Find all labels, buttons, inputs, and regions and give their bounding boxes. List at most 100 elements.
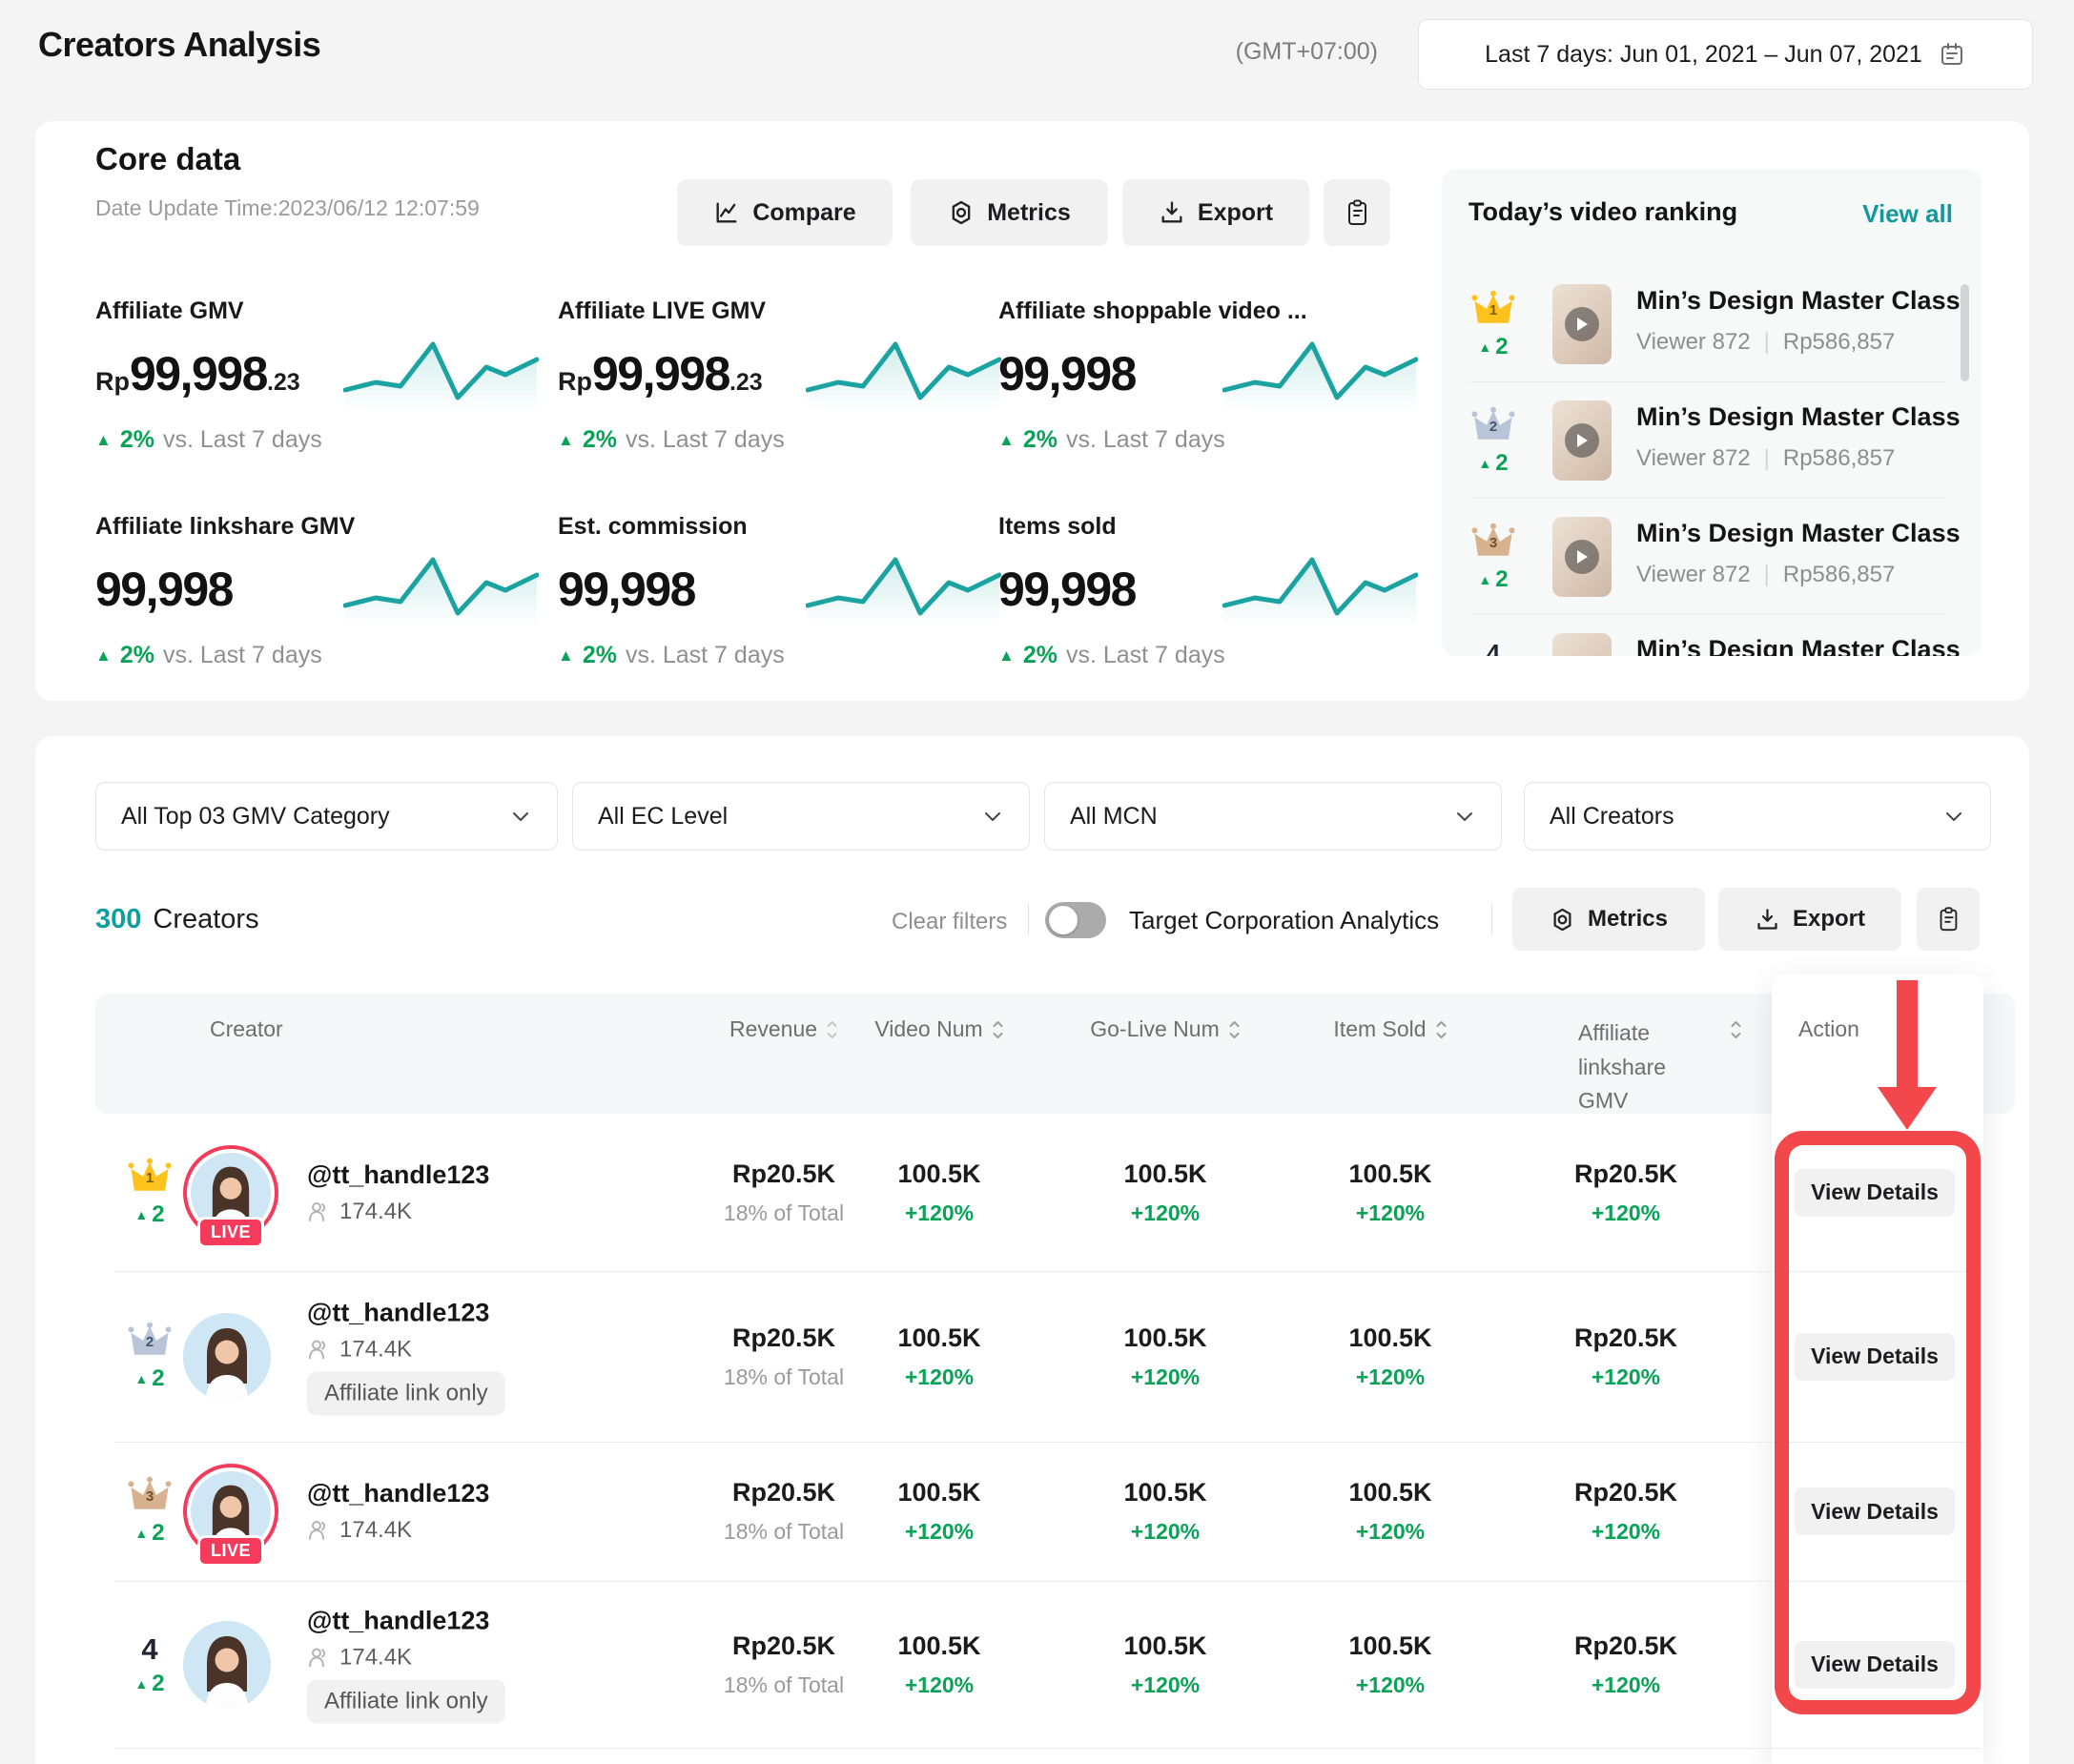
person-icon xyxy=(307,1519,330,1542)
sort-icon[interactable] xyxy=(1435,1019,1448,1040)
tile-value: 99,998 xyxy=(998,562,1136,617)
column-header-affiliate-gmv[interactable]: Affiliate linkshare GMV xyxy=(1578,1016,1755,1118)
column-header-item-sold[interactable]: Item Sold xyxy=(1295,1016,1486,1042)
up-triangle-icon: ▲ xyxy=(1478,339,1491,355)
divider xyxy=(1468,381,1945,382)
sort-icon[interactable] xyxy=(1730,1019,1742,1040)
metric-tile-shoppable-video: Affiliate shoppable video ... 99,998 ▲2%… xyxy=(998,297,1418,454)
metrics-button[interactable]: Metrics xyxy=(911,179,1108,246)
video-num-cell: 100.5K+120% xyxy=(844,1271,1035,1442)
scrollbar[interactable] xyxy=(1961,284,1969,381)
sparkline-chart xyxy=(343,335,539,413)
avatar[interactable] xyxy=(183,1313,271,1401)
follower-count: 174.4K xyxy=(339,1199,412,1225)
creator-info[interactable]: @tt_handle123 174.4K xyxy=(307,1160,489,1225)
video-viewers: Viewer 872 xyxy=(1636,562,1751,588)
metric-tile-est-commission: Est. commission 99,998 ▲2%vs. Last 7 day… xyxy=(558,513,1001,669)
rank-cell: 4 ▲2 xyxy=(110,1581,190,1748)
table-row[interactable]: 4 ▲2 @tt_handle123 174.4K Affiliate link… xyxy=(95,1581,2015,1748)
sort-icon[interactable] xyxy=(1228,1019,1241,1040)
date-range-picker[interactable]: Last 7 days: Jun 01, 2021 – Jun 07, 2021 xyxy=(1418,19,2033,90)
ranking-item[interactable]: 4 Min’s Design Master Class Viewer 872|R… xyxy=(1468,633,1964,656)
sort-icon[interactable] xyxy=(992,1019,1004,1040)
metric-tile-items-sold: Items sold 99,998 ▲2%vs. Last 7 days xyxy=(998,513,1418,669)
column-header-video-num[interactable]: Video Num xyxy=(844,1016,1035,1042)
rank-cell: 1 ▲2 xyxy=(110,1114,190,1271)
compare-button[interactable]: Compare xyxy=(677,179,893,246)
dropdown-gmv-category[interactable]: All Top 03 GMV Category xyxy=(95,782,558,851)
ranking-item[interactable]: 3 ▲2 Min’s Design Master Class Viewer 87… xyxy=(1468,517,1964,622)
copy-report-button[interactable] xyxy=(1324,179,1390,246)
rank-cell: 3 ▲2 xyxy=(110,1442,190,1581)
video-thumbnail[interactable] xyxy=(1552,517,1612,597)
dropdown-creators[interactable]: All Creators xyxy=(1524,782,1991,851)
video-revenue: Rp586,857 xyxy=(1783,329,1895,356)
video-ranking-panel: Today’s video ranking View all 1 ▲2 Min’… xyxy=(1442,169,1982,656)
table-row[interactable]: 2 ▲2 @tt_handle123 174.4K Affiliate link… xyxy=(95,1271,2015,1442)
target-analytics-toggle[interactable] xyxy=(1045,902,1106,938)
divider: | xyxy=(1764,329,1770,356)
table-export-button[interactable]: Export xyxy=(1718,888,1901,951)
table-metrics-button[interactable]: Metrics xyxy=(1512,888,1705,951)
play-icon xyxy=(1575,549,1589,564)
clipboard-icon xyxy=(1935,906,1961,933)
divider xyxy=(1028,904,1029,934)
creator-info[interactable]: @tt_handle123 174.4K Affiliate link only xyxy=(307,1298,505,1415)
rank-number: 1 xyxy=(1471,302,1515,318)
tile-value: 99,998 xyxy=(998,346,1136,401)
view-details-button[interactable]: View Details xyxy=(1795,1333,1955,1381)
tile-value: 99,998 xyxy=(130,346,267,401)
table-row[interactable]: 3 ▲2 LIVE @tt_handle123 174.4K Rp20.5K18… xyxy=(95,1442,2015,1581)
creator-info[interactable]: @tt_handle123 174.4K Affiliate link only xyxy=(307,1606,505,1723)
up-triangle-icon: ▲ xyxy=(95,646,112,666)
chevron-down-icon xyxy=(1942,805,1965,828)
dropdown-mcn[interactable]: All MCN xyxy=(1044,782,1502,851)
view-all-link[interactable]: View all xyxy=(1862,199,1953,229)
table-row[interactable]: 1 ▲2 LIVE @tt_handle123 174.4K Rp20.5K18… xyxy=(95,1114,2015,1271)
video-thumbnail[interactable] xyxy=(1552,400,1612,481)
creator-handle[interactable]: @tt_handle123 xyxy=(307,1298,505,1327)
tile-label: Affiliate LIVE GMV xyxy=(558,297,1001,325)
column-header-golive-num[interactable]: Go-Live Num xyxy=(1070,1016,1261,1042)
table-copy-button[interactable] xyxy=(1917,888,1980,951)
dropdown-ec-level[interactable]: All EC Level xyxy=(572,782,1030,851)
tile-label: Affiliate linkshare GMV xyxy=(95,513,539,541)
play-icon xyxy=(1575,317,1589,332)
view-details-button[interactable]: View Details xyxy=(1795,1487,1955,1535)
affiliate-tag: Affiliate link only xyxy=(307,1679,505,1723)
video-num-cell: 100.5K+120% xyxy=(844,1442,1035,1581)
tile-vs-label: vs. Last 7 days xyxy=(163,426,322,454)
creator-info[interactable]: @tt_handle123 174.4K xyxy=(307,1479,489,1544)
tile-delta: 2% xyxy=(1023,642,1058,669)
ranking-item[interactable]: 1 ▲2 Min’s Design Master Class Viewer 87… xyxy=(1468,284,1964,389)
sort-icon[interactable] xyxy=(826,1019,838,1040)
tile-label: Items sold xyxy=(998,513,1418,541)
up-triangle-icon: ▲ xyxy=(998,646,1015,666)
creator-handle[interactable]: @tt_handle123 xyxy=(307,1606,505,1635)
clear-filters-link[interactable]: Clear filters xyxy=(892,909,1007,935)
video-thumbnail[interactable] xyxy=(1552,284,1612,364)
view-details-button[interactable]: View Details xyxy=(1795,1169,1955,1217)
download-icon xyxy=(1755,907,1780,933)
affiliate-gmv-cell: Rp20.5K+120% xyxy=(1530,1581,1721,1748)
dropdown-value: All EC Level xyxy=(598,803,728,831)
person-icon xyxy=(307,1338,330,1361)
tile-vs-label: vs. Last 7 days xyxy=(626,426,785,454)
up-triangle-icon: ▲ xyxy=(134,1526,148,1541)
tile-delta: 2% xyxy=(120,426,154,454)
video-thumbnail[interactable] xyxy=(1552,633,1612,656)
metrics-label: Metrics xyxy=(987,199,1071,227)
view-details-button[interactable]: View Details xyxy=(1795,1641,1955,1689)
export-button[interactable]: Export xyxy=(1122,179,1309,246)
rank-delta: 2 xyxy=(1495,450,1508,477)
avatar[interactable] xyxy=(183,1621,271,1709)
affiliate-gmv-cell: Rp20.5K+120% xyxy=(1530,1271,1721,1442)
up-triangle-icon: ▲ xyxy=(134,1207,148,1222)
tile-currency: Rp xyxy=(558,367,592,397)
live-badge: LIVE xyxy=(197,1217,264,1248)
clipboard-icon xyxy=(1343,198,1371,227)
ranking-item[interactable]: 2 ▲2 Min’s Design Master Class Viewer 87… xyxy=(1468,400,1964,505)
creator-handle[interactable]: @tt_handle123 xyxy=(307,1479,489,1508)
creator-handle[interactable]: @tt_handle123 xyxy=(307,1160,489,1190)
metric-tile-affiliate-gmv: Affiliate GMV Rp99,998.23 ▲2%vs. Last 7 … xyxy=(95,297,539,454)
